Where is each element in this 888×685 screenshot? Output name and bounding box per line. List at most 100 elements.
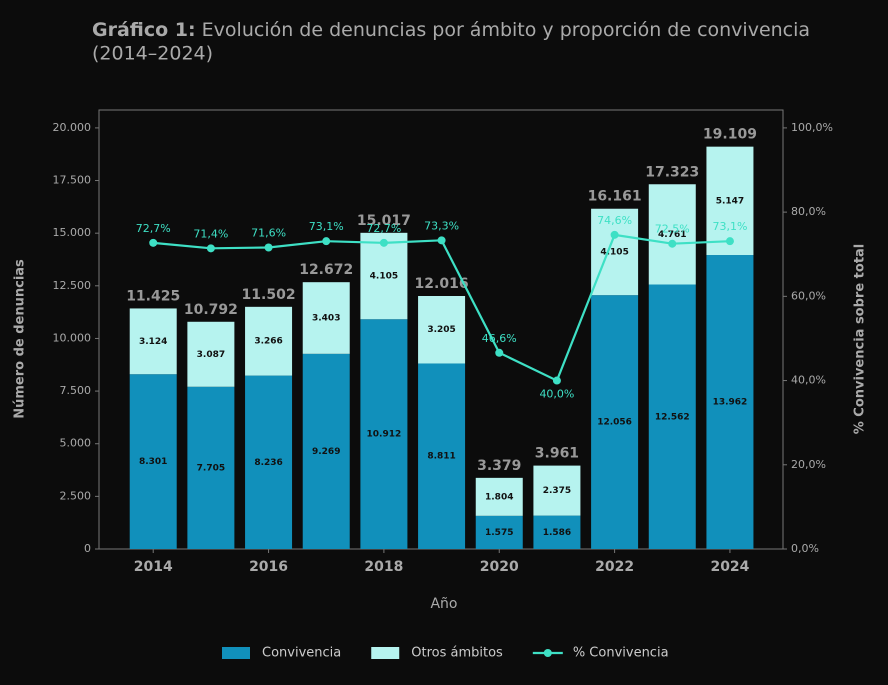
- bar-segment: [302, 282, 350, 354]
- line-value-label: 40,0%: [539, 388, 574, 401]
- total-label: 16.161: [588, 189, 642, 205]
- line-point: [322, 237, 331, 246]
- bar-segment: [187, 386, 235, 549]
- y2-tick-label: 60,0%: [791, 289, 826, 302]
- total-label: 10.792: [184, 302, 238, 318]
- line-point: [149, 238, 158, 247]
- bar-value-label: 3.124: [139, 337, 167, 347]
- y2-tick-label: 20,0%: [791, 458, 826, 471]
- line-value-label: 74,6%: [597, 214, 632, 227]
- bar-segment: [360, 319, 408, 549]
- legend-swatch: [222, 647, 250, 659]
- y2-tick-label: 40,0%: [791, 374, 826, 387]
- bar-segment: [245, 306, 293, 376]
- legend-label: Convivencia: [262, 646, 341, 661]
- y-tick-label: 12.500: [53, 279, 92, 292]
- bar-segment: [648, 184, 696, 285]
- bar-segment: [302, 353, 350, 549]
- bar-segment: [129, 308, 177, 375]
- bar-segment: [245, 375, 293, 549]
- bar-segment: [475, 477, 523, 516]
- line-point: [495, 348, 504, 357]
- line-point: [379, 238, 388, 247]
- bar-segment: [533, 515, 581, 549]
- total-label: 12.016: [415, 276, 469, 292]
- bar-value-label: 3.205: [427, 325, 455, 335]
- legend-swatch: [371, 647, 400, 659]
- x-tick-label: 2024: [710, 559, 749, 575]
- y-tick-label: 2.500: [60, 489, 92, 502]
- line-point: [552, 376, 561, 385]
- total-label: 3.379: [477, 458, 521, 474]
- chart-subtitle: (2014–2024): [92, 43, 213, 65]
- line-value-label: 72,7%: [136, 222, 171, 235]
- line-value-label: 46,6%: [482, 332, 517, 345]
- bar-segment: [360, 232, 408, 320]
- x-tick-label: 2016: [249, 559, 288, 575]
- bar-value-label: 1.804: [485, 492, 513, 502]
- line-value-label: 73,1%: [309, 220, 344, 233]
- x-tick-label: 2022: [595, 559, 634, 575]
- bar-value-label: 3.403: [312, 314, 340, 324]
- y-tick-label: 5.000: [60, 437, 92, 450]
- y2-tick-label: 0,0%: [791, 542, 819, 555]
- total-label: 17.323: [645, 164, 699, 180]
- line-value-label: 71,6%: [251, 226, 286, 239]
- bar-segment: [418, 296, 466, 364]
- bar-value-label: 13.962: [713, 398, 748, 408]
- line-point: [610, 230, 619, 239]
- bar-value-label: 12.056: [597, 418, 632, 428]
- bar-value-label: 8.811: [427, 452, 455, 462]
- bar-segment: [648, 284, 696, 549]
- bar-value-label: 1.586: [543, 528, 571, 538]
- y-axis-label: Número de denuncias: [13, 259, 28, 419]
- line-point: [437, 236, 446, 245]
- chart-title: Gráfico 1: Evolución de denuncias por ám…: [92, 19, 810, 41]
- total-label: 19.109: [703, 127, 757, 143]
- bar-segment: [129, 374, 177, 549]
- line-point: [725, 237, 734, 246]
- y2-tick-label: 80,0%: [791, 205, 826, 218]
- bar-value-label: 4.761: [658, 230, 686, 240]
- bar-segment: [418, 363, 466, 549]
- bar-value-label: 2.375: [543, 486, 571, 496]
- bar-segment: [187, 321, 235, 387]
- line-value-label: 72,5%: [655, 223, 690, 236]
- total-label: 15.017: [357, 213, 411, 229]
- bar-segment: [591, 295, 639, 549]
- legend-dot: [543, 649, 552, 657]
- bar-segment: [706, 255, 754, 550]
- bar-segment: [706, 146, 754, 256]
- total-label: 11.502: [242, 287, 296, 303]
- y-tick-label: 20.000: [53, 121, 92, 134]
- x-axis-label: Año: [430, 596, 457, 612]
- line-value-label: 72,7%: [366, 222, 401, 235]
- title-label: Gráfico 1:: [92, 19, 196, 41]
- y-tick-label: 7.500: [60, 384, 92, 397]
- bar-value-label: 7.705: [197, 463, 225, 473]
- line-point: [206, 244, 215, 253]
- bar-value-label: 10.912: [367, 430, 402, 440]
- y2-tick-label: 100,0%: [791, 121, 833, 134]
- line-value-label: 73,1%: [712, 220, 747, 233]
- y-tick-label: 15.000: [53, 226, 92, 239]
- line-value-label: 71,4%: [193, 227, 228, 240]
- line-value-label: 73,3%: [424, 219, 459, 232]
- bar-value-label: 9.269: [312, 447, 340, 457]
- bar-value-label: 3.087: [197, 350, 225, 360]
- x-tick-label: 2018: [364, 559, 403, 575]
- y-tick-label: 10.000: [53, 331, 92, 344]
- bar-value-label: 5.147: [716, 196, 744, 206]
- bar-segment: [591, 208, 639, 296]
- bar-value-label: 12.562: [655, 412, 690, 422]
- title-text: Evolución de denuncias por ámbito y prop…: [202, 19, 810, 41]
- legend-label: Otros ámbitos: [411, 646, 503, 661]
- bar-value-label: 3.266: [254, 337, 282, 347]
- bar-segment: [533, 465, 581, 516]
- legend-label: % Convivencia: [573, 646, 669, 661]
- total-label: 12.672: [299, 262, 353, 278]
- line-point: [668, 239, 677, 248]
- total-label: 3.961: [535, 446, 579, 462]
- x-tick-label: 2020: [480, 559, 519, 575]
